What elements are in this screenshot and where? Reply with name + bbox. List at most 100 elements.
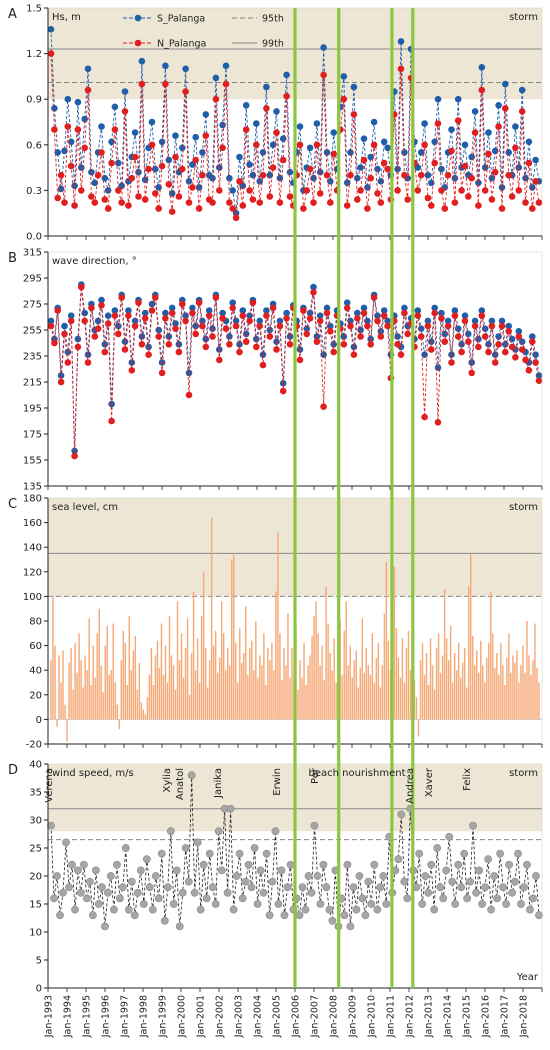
data-point (478, 86, 486, 94)
sea-level-bar (269, 660, 271, 720)
sea-level-bar (299, 660, 301, 720)
data-point (304, 872, 313, 880)
data-point (343, 304, 351, 312)
data-point (487, 905, 495, 914)
data-point (98, 149, 105, 156)
data-point (269, 304, 277, 312)
data-point (301, 905, 310, 914)
data-point (436, 883, 445, 892)
data-point (54, 149, 61, 156)
data-point (84, 351, 92, 359)
sea-level-bar (459, 677, 462, 720)
data-point (67, 317, 75, 325)
sea-level-bar (345, 601, 347, 720)
data-point (249, 299, 257, 307)
sea-level-bar (453, 652, 456, 720)
data-point (529, 333, 536, 340)
data-point (421, 872, 430, 880)
beach-nourishment-label: beach nourishment (308, 768, 405, 779)
data-point (327, 328, 334, 335)
data-point (512, 354, 519, 361)
data-point (222, 80, 230, 88)
data-point (319, 860, 328, 869)
data-point (421, 141, 428, 149)
y-tick-label: 275 (23, 300, 42, 311)
data-point (522, 174, 529, 182)
data-point (108, 400, 115, 408)
data-point (427, 860, 436, 869)
y-tick-label: 0 (36, 984, 42, 995)
data-point (502, 80, 509, 88)
sea-level-bar (144, 714, 147, 720)
data-point (310, 289, 317, 296)
sea-level-bar (359, 667, 361, 720)
sea-level-bar (532, 660, 534, 720)
data-point (269, 164, 277, 171)
sea-level-bar (317, 633, 319, 720)
sea-level-bar (373, 682, 376, 720)
sea-level-bar (261, 665, 263, 720)
data-point (175, 348, 183, 356)
sea-level-bar (50, 660, 52, 720)
data-point (364, 877, 373, 886)
data-point (431, 159, 439, 167)
data-point (361, 911, 370, 920)
data-point (511, 877, 519, 886)
data-point (162, 62, 169, 70)
data-point (415, 849, 424, 858)
data-point (463, 894, 471, 903)
data-point (182, 317, 189, 325)
data-point (259, 351, 267, 359)
data-point (451, 307, 459, 314)
data-point (498, 205, 506, 212)
data-point (508, 343, 516, 351)
sea-level-bar (231, 559, 233, 720)
data-point (373, 905, 382, 914)
sea-level-bar (375, 657, 378, 720)
data-point (145, 351, 152, 359)
x-tick-label: Jan-2009 (348, 995, 359, 1038)
data-point (520, 883, 528, 892)
data-point (471, 129, 479, 136)
data-point (397, 351, 405, 359)
data-point (252, 120, 260, 127)
data-point (360, 309, 368, 317)
sea-level-bar (88, 618, 90, 720)
y-tick-label: 1.5 (26, 4, 42, 15)
data-point (118, 182, 125, 190)
data-point (454, 860, 463, 869)
data-point (441, 338, 449, 346)
sea-level-bar (249, 648, 251, 720)
data-point (118, 294, 125, 301)
data-point (61, 330, 68, 338)
storm-name-anatol: Anatol (175, 768, 186, 800)
data-point (84, 65, 92, 73)
data-point (515, 328, 523, 335)
sea-level-bar (52, 596, 54, 720)
sea-level-bar (116, 704, 118, 720)
data-point (241, 877, 250, 886)
data-point (327, 199, 334, 206)
data-point (81, 317, 88, 325)
data-point (266, 326, 274, 334)
data-point (401, 171, 408, 179)
sea-level-bar (492, 633, 494, 720)
data-point (478, 312, 486, 320)
y-tick-label: 235 (23, 352, 42, 363)
y-tick-label: 40 (29, 760, 42, 771)
data-point (417, 171, 425, 179)
data-point (498, 317, 506, 325)
data-point (529, 205, 536, 212)
data-point (249, 196, 257, 203)
data-point (199, 317, 206, 325)
data-point (51, 339, 58, 347)
sea-level-bar (381, 665, 384, 720)
sea-level-bar (353, 660, 355, 720)
data-point (525, 138, 533, 146)
data-point (252, 343, 260, 351)
data-point (444, 171, 452, 179)
data-point (418, 900, 427, 908)
data-point (414, 312, 422, 320)
data-point (468, 369, 476, 377)
data-point (223, 888, 232, 897)
